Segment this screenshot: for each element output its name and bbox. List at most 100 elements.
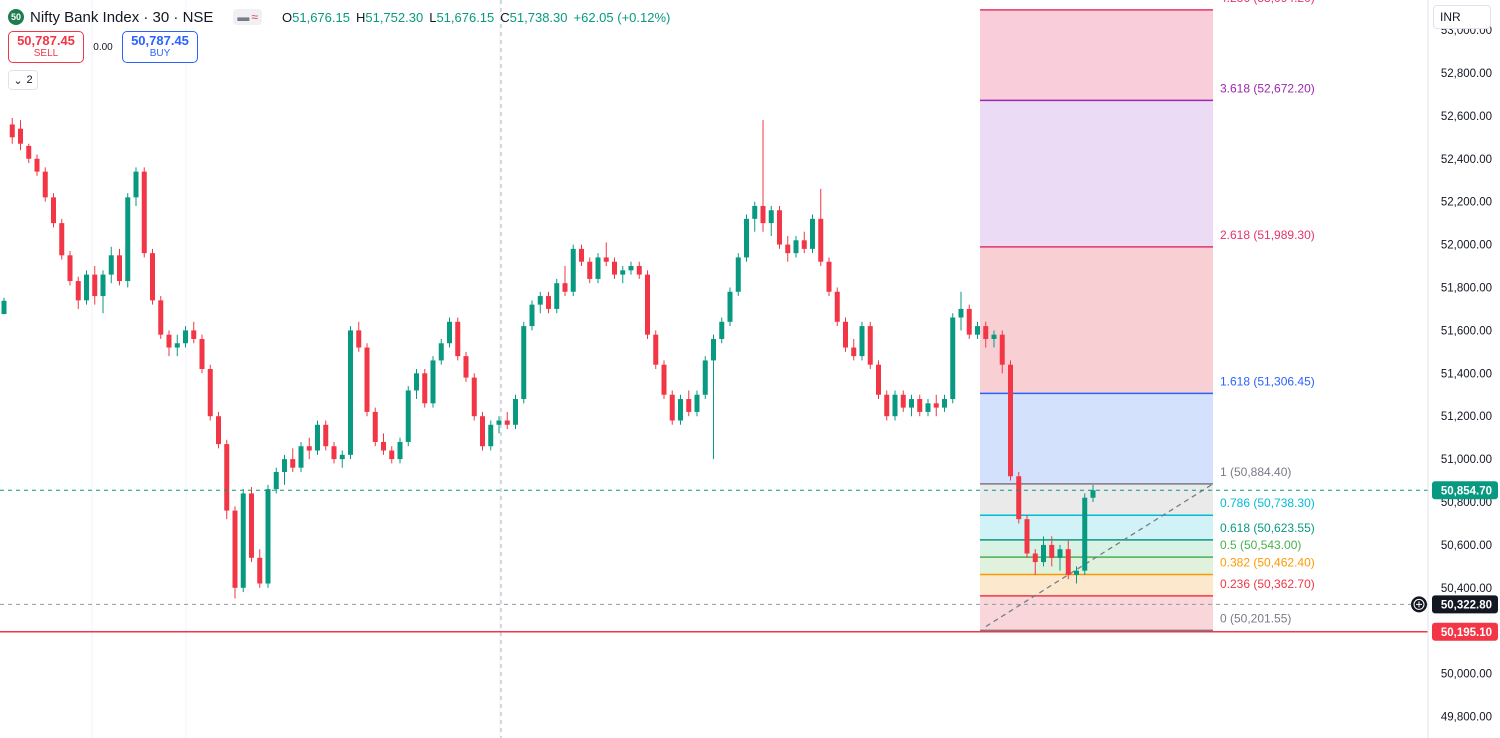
candle-body xyxy=(653,334,659,365)
candle-body xyxy=(150,253,155,301)
candle-body xyxy=(983,326,989,339)
candle-body xyxy=(603,257,609,262)
high-label: H xyxy=(355,9,366,25)
candle xyxy=(744,214,749,262)
candle-body xyxy=(389,450,395,460)
candle xyxy=(92,266,98,305)
candle-body xyxy=(752,205,758,219)
candle xyxy=(834,287,840,327)
candle xyxy=(141,167,147,258)
candle xyxy=(273,467,279,494)
candle xyxy=(364,343,370,417)
candle xyxy=(1057,544,1063,571)
candle xyxy=(562,266,568,297)
candle xyxy=(735,253,741,297)
candle xyxy=(207,364,213,421)
candle xyxy=(818,188,824,267)
sell-price: 50,787.45 xyxy=(17,33,75,48)
candle-body xyxy=(1074,570,1079,575)
candle xyxy=(183,326,188,348)
candle-body xyxy=(75,281,81,301)
candle xyxy=(480,411,485,451)
candle-body xyxy=(290,459,296,468)
candle-body xyxy=(108,255,114,275)
sell-label: SELL xyxy=(33,48,59,59)
candle-body xyxy=(810,218,815,249)
candle xyxy=(232,506,238,599)
candle-body xyxy=(595,257,601,279)
candle-body xyxy=(999,334,1005,365)
candle-body xyxy=(331,446,337,460)
candle-body xyxy=(917,399,923,412)
symbol-title[interactable]: Nifty Bank Index · 30 · NSE xyxy=(30,8,214,26)
candle xyxy=(760,120,766,232)
candle-body xyxy=(966,308,972,335)
candle-body xyxy=(801,240,807,249)
candle xyxy=(191,321,197,344)
fib-zone xyxy=(980,539,1213,558)
candle xyxy=(265,484,271,588)
price-axis-background xyxy=(1428,0,1500,738)
price-lines xyxy=(0,489,1428,633)
legend-toggle[interactable]: ▬ ≈ xyxy=(233,9,262,25)
price-badge[interactable] xyxy=(1432,622,1498,641)
candle xyxy=(1065,540,1071,580)
price-tick-label: 52,400.00 xyxy=(1441,154,1492,166)
add-alert-icon[interactable] xyxy=(1411,596,1427,613)
candle-body xyxy=(1057,549,1063,558)
candle-body xyxy=(554,283,560,309)
candle-body xyxy=(447,321,452,344)
currency-selector[interactable]: INR xyxy=(1433,5,1491,29)
fib-zone xyxy=(980,9,1213,101)
candle-body xyxy=(438,343,444,361)
candle xyxy=(306,437,312,460)
candle xyxy=(389,446,395,464)
candle xyxy=(661,360,667,400)
fib-zone xyxy=(980,393,1213,484)
fib-zone xyxy=(980,574,1213,596)
candle xyxy=(1074,566,1079,584)
fib-extension-tool[interactable]: 4.236 (53,094.20) 3.618 (52,672.20) 2.618 … xyxy=(980,0,1315,632)
fib-zone xyxy=(980,246,1213,394)
candle-body xyxy=(678,399,683,421)
sell-button[interactable]: 50,787.45 SELL xyxy=(8,31,84,63)
high-value: 51,752.30 xyxy=(365,9,424,25)
candle xyxy=(513,394,518,430)
candle xyxy=(777,205,782,249)
candle xyxy=(257,549,263,588)
candle-body xyxy=(1049,544,1055,558)
candle-body xyxy=(9,124,15,138)
price-badge[interactable] xyxy=(1432,595,1498,614)
candle-body xyxy=(381,441,386,451)
candle-body xyxy=(925,403,931,412)
candle xyxy=(645,270,650,339)
price-axis[interactable]: 53,000.0052,800.0052,600.0052,400.0052,2… xyxy=(1411,0,1500,738)
indicators-collapse-button[interactable]: ⌄ 2 xyxy=(8,70,38,90)
price-badge[interactable] xyxy=(1432,481,1498,500)
candle xyxy=(249,486,254,563)
candle-body xyxy=(760,205,766,224)
candle xyxy=(381,433,386,455)
candle xyxy=(859,321,865,361)
candle xyxy=(199,334,205,374)
candle-body xyxy=(884,394,890,417)
candle xyxy=(471,373,477,421)
candle xyxy=(529,300,535,331)
candle-body xyxy=(405,390,411,442)
candle-body xyxy=(933,403,939,408)
fib-level-label: 0.618 (50,623.55) xyxy=(1220,521,1315,535)
price-tick-label: 52,800.00 xyxy=(1441,68,1492,80)
candle xyxy=(339,450,345,468)
candle xyxy=(933,394,939,417)
candle-body xyxy=(686,399,692,412)
candle xyxy=(224,439,230,520)
candle-body xyxy=(59,223,65,256)
candle xyxy=(727,287,733,327)
candle-body xyxy=(257,557,263,584)
buy-button[interactable]: 50,787.45 BUY xyxy=(122,31,198,63)
candle xyxy=(678,394,683,425)
candle-body xyxy=(513,399,518,425)
candle-body xyxy=(744,218,749,258)
candle xyxy=(298,441,304,472)
